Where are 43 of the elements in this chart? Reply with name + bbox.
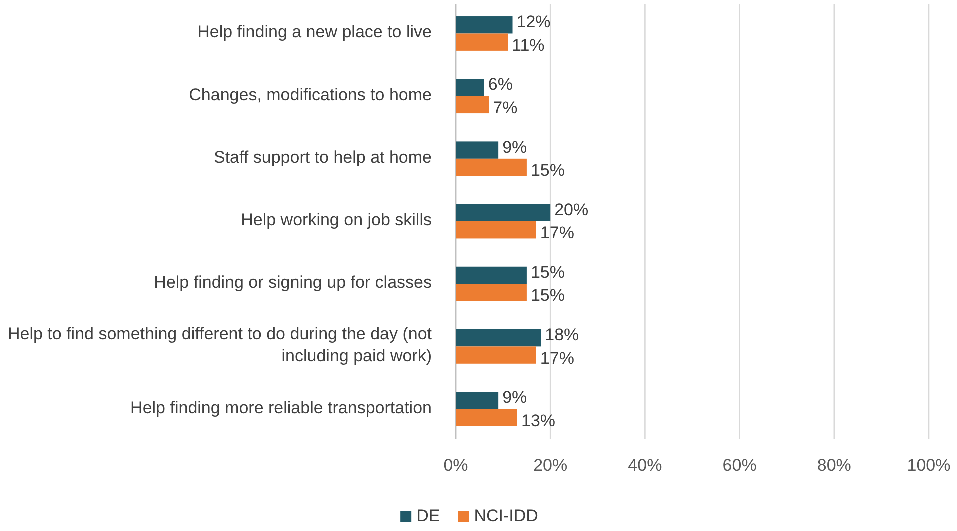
data-label: 9% [502,388,528,408]
legend-label: DE [416,506,440,526]
bar [456,204,551,222]
y-tick-label: Changes, modifications to home [189,86,432,105]
data-label: 13% [521,411,556,430]
data-label: 11% [512,36,545,55]
data-label: 7% [493,98,518,118]
data-label: 6% [488,75,513,94]
x-tick-label: 20% [534,456,568,475]
y-tick-label: Help working on job skills [241,210,432,230]
legend-label: NCI-IDD [474,506,538,526]
bar [456,142,499,159]
bar [456,284,527,302]
bar [456,392,499,410]
data-label: 12% [516,12,551,32]
bar [456,346,536,364]
y-tick-label: Help finding or signing up for classes [154,274,432,293]
x-tick-label: 0% [444,456,468,475]
bar [456,409,518,426]
bar [456,96,490,114]
data-label: 9% [502,138,528,157]
data-label: 15% [530,262,565,282]
bar [456,16,513,34]
bar [456,158,527,176]
y-tick-label: Staff support to help at home [214,148,432,168]
data-label: 15% [530,286,565,306]
data-label: 18% [545,326,580,345]
x-tick-label: 40% [628,456,662,475]
data-label: 15% [530,161,565,180]
y-tick-label: Help finding a new place to live [198,23,432,42]
data-label: 20% [554,200,589,220]
x-tick-label: 60% [722,456,757,475]
bar [456,266,527,284]
bar [456,79,484,96]
y-tick-label: Help finding more reliable transportation [130,398,432,418]
bar [456,222,536,239]
bar [456,34,508,51]
data-label: 17% [540,224,574,243]
data-label: 17% [540,348,574,368]
x-tick-label: 80% [817,456,852,475]
y-tick-label: Help to find something different to do during the day (not including paid work) [8,325,432,366]
bar [456,329,542,347]
x-tick-label: 100% [907,456,951,475]
